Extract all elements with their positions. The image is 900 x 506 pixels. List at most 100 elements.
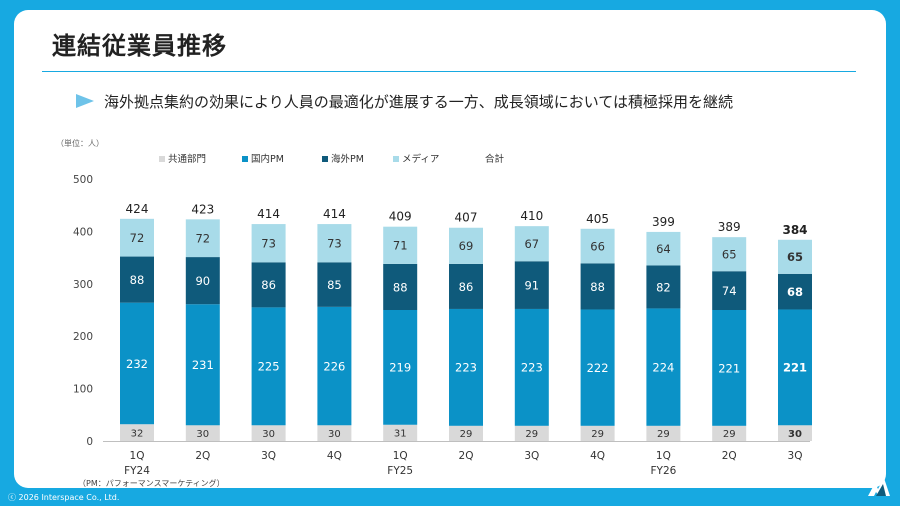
total-label: 424 <box>126 202 149 216</box>
bar-segment <box>383 310 418 425</box>
bar-data-label: 72 <box>195 232 210 246</box>
legend-swatch <box>159 156 165 162</box>
bar-segment <box>778 309 812 426</box>
bar-data-label: 88 <box>130 273 145 287</box>
bar-segment <box>778 273 812 310</box>
bar-data-label: 226 <box>323 359 345 373</box>
total-label: 410 <box>520 209 543 223</box>
bar-segment <box>120 424 154 441</box>
fiscal-year-label: FY26 <box>650 465 676 477</box>
bar-data-label: 30 <box>328 429 341 440</box>
legend-total-label: 合計 <box>485 153 505 165</box>
y-tick-label: 500 <box>73 174 93 186</box>
bar-segment <box>251 425 286 441</box>
legend-label: 海外PM <box>331 153 364 165</box>
bar-data-label: 29 <box>591 429 604 440</box>
bar-segment <box>646 231 681 266</box>
bar-data-label: 223 <box>455 361 477 375</box>
y-tick-label: 200 <box>73 331 93 343</box>
bar-data-label: 65 <box>787 250 803 264</box>
bar-data-label: 71 <box>393 239 408 253</box>
bar-data-label: 72 <box>130 231 145 245</box>
bar-data-label: 219 <box>389 361 411 375</box>
bar-data-label: 30 <box>788 429 802 440</box>
bar-data-label: 67 <box>524 237 539 251</box>
legend-label: 共通部門 <box>168 153 206 165</box>
bar-data-label: 88 <box>393 280 408 294</box>
bar-data-label: 231 <box>192 358 214 372</box>
y-tick-label: 0 <box>86 436 93 448</box>
arrow-bullet-icon <box>76 94 94 108</box>
total-label: 423 <box>191 202 214 216</box>
bar-data-label: 221 <box>783 361 807 375</box>
bar-segment <box>449 425 483 441</box>
bar-data-label: 86 <box>261 278 276 292</box>
bar-segment <box>251 224 286 263</box>
bar-data-label: 68 <box>787 285 803 299</box>
bar-segment <box>185 219 220 258</box>
legend-swatch <box>242 156 248 162</box>
x-tick-label: 2Q <box>195 450 210 462</box>
bar-segment <box>383 424 418 441</box>
bar-data-label: 65 <box>722 248 737 262</box>
bar-data-label: 91 <box>524 278 539 292</box>
bar-segment <box>185 304 220 426</box>
x-tick-label: 1Q <box>656 450 671 462</box>
bar-segment <box>514 308 549 426</box>
bar-segment <box>646 265 681 309</box>
x-tick-label: 4Q <box>590 450 605 462</box>
bar-data-label: 73 <box>261 237 276 251</box>
bar-segment <box>317 262 352 307</box>
bar-segment <box>712 237 747 272</box>
total-label: 405 <box>586 212 609 226</box>
bar-data-label: 224 <box>652 360 674 374</box>
x-tick-label: 1Q <box>393 450 408 462</box>
bar-segment <box>580 228 615 264</box>
page-title: 連結従業員推移 <box>52 32 227 60</box>
bar-segment <box>514 425 549 441</box>
bar-segment <box>317 306 352 426</box>
bar-data-label: 66 <box>590 239 605 253</box>
x-tick-label: 4Q <box>327 450 342 462</box>
bar-segment <box>712 425 747 441</box>
x-tick-label: 3Q <box>788 450 803 462</box>
bar-data-label: 225 <box>258 360 280 374</box>
bar-segment <box>251 262 286 308</box>
bar-segment <box>580 309 615 426</box>
interspace-logo-icon <box>868 478 890 496</box>
bar-data-label: 232 <box>126 357 148 371</box>
bar-segment <box>580 263 615 310</box>
x-tick-label: 2Q <box>459 450 474 462</box>
x-tick-label: 1Q <box>130 450 145 462</box>
bar-data-label: 29 <box>460 429 473 440</box>
bar-segment <box>580 425 615 441</box>
x-tick-label: 3Q <box>524 450 539 462</box>
bar-data-label: 221 <box>718 361 740 375</box>
bar-data-label: 31 <box>394 429 407 440</box>
bar-data-label: 90 <box>195 274 210 288</box>
fiscal-year-label: FY25 <box>387 465 413 477</box>
bar-data-label: 86 <box>459 280 474 294</box>
bar-data-label: 223 <box>521 361 543 375</box>
unit-label: （単位：人） <box>56 138 104 148</box>
bar-data-label: 74 <box>722 284 737 298</box>
bar-data-label: 222 <box>587 361 609 375</box>
bar-segment <box>317 224 352 263</box>
bar-segment <box>778 239 812 274</box>
bar-segment <box>251 307 286 426</box>
bar-segment <box>712 310 747 426</box>
y-tick-label: 300 <box>73 279 93 291</box>
total-label: 414 <box>257 207 280 221</box>
bar-segment <box>449 227 483 264</box>
legend-swatch <box>393 156 399 162</box>
bar-segment <box>185 257 220 305</box>
bar-data-label: 29 <box>657 429 670 440</box>
copyright-footer: ⓒ 2026 Interspace Co., Ltd. <box>8 493 120 502</box>
total-label: 409 <box>389 210 412 224</box>
x-tick-label: 2Q <box>722 450 737 462</box>
total-label: 407 <box>455 211 478 225</box>
title-divider <box>42 71 856 72</box>
bar-data-label: 73 <box>327 237 342 251</box>
bar-segment <box>449 263 483 309</box>
